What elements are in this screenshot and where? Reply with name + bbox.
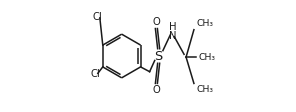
Text: CH₃: CH₃ bbox=[196, 85, 213, 94]
Text: CH₃: CH₃ bbox=[196, 19, 213, 28]
Text: Cl: Cl bbox=[93, 12, 102, 22]
Text: O: O bbox=[152, 85, 160, 95]
Text: O: O bbox=[152, 17, 160, 27]
Text: H
N: H N bbox=[169, 22, 176, 41]
Text: Cl: Cl bbox=[91, 69, 100, 79]
Text: CH₃: CH₃ bbox=[198, 53, 215, 62]
Text: S: S bbox=[155, 50, 163, 62]
